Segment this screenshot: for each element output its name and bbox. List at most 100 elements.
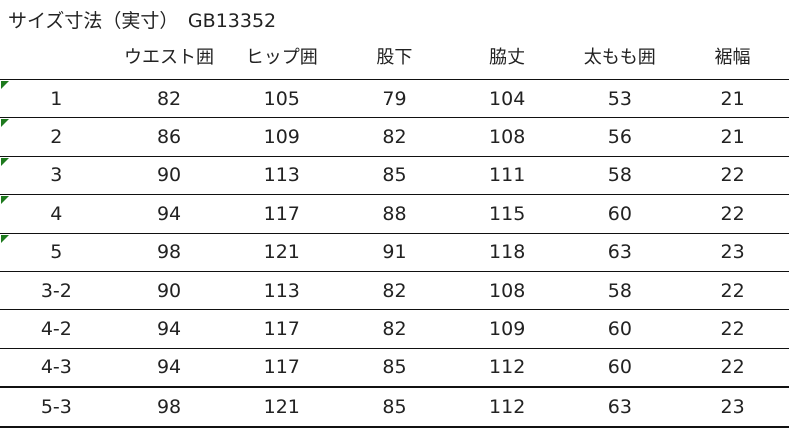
table-cell[interactable]: 94 xyxy=(112,347,226,388)
table-cell[interactable]: 86 xyxy=(112,117,226,157)
table-cell[interactable]: 21 xyxy=(676,117,789,157)
table-cell[interactable]: 85 xyxy=(338,155,451,195)
table-row: 5 98 121 91 118 63 23 xyxy=(0,232,789,272)
table-cell[interactable]: 85 xyxy=(338,386,451,428)
table-cell[interactable]: 82 xyxy=(338,117,451,157)
table-cell[interactable]: 58 xyxy=(563,270,677,310)
table-cell[interactable]: 23 xyxy=(676,232,789,272)
table-cell[interactable]: 112 xyxy=(450,386,564,428)
cell-value: 112 xyxy=(489,395,526,418)
size-table: 1 82 105 79 104 53 21 2 86 109 82 108 56 21 3 90 113 85 11… xyxy=(0,78,789,428)
table-cell[interactable]: 4-3 xyxy=(0,347,113,388)
table-cell[interactable]: 22 xyxy=(676,155,789,195)
table-cell[interactable]: 108 xyxy=(450,117,564,157)
table-cell[interactable]: 90 xyxy=(112,155,226,195)
table-cell[interactable]: 104 xyxy=(450,78,564,118)
table-cell[interactable]: 121 xyxy=(225,232,339,272)
table-cell[interactable]: 94 xyxy=(112,309,226,349)
table-cell[interactable]: 117 xyxy=(225,309,339,349)
table-cell[interactable]: 22 xyxy=(676,270,789,310)
table-cell[interactable]: 58 xyxy=(563,155,677,195)
cell-value: 108 xyxy=(489,126,526,149)
cell-value: 60 xyxy=(607,202,632,225)
cell-value: 117 xyxy=(263,202,300,225)
table-cell[interactable]: 21 xyxy=(676,78,789,118)
table-cell[interactable]: 109 xyxy=(225,117,339,157)
table-cell[interactable]: 90 xyxy=(112,270,226,310)
table-cell[interactable]: 60 xyxy=(563,347,677,388)
cell-value: 112 xyxy=(489,356,526,379)
cell-value: 56 xyxy=(607,126,632,149)
table-cell[interactable]: 5-3 xyxy=(0,386,113,428)
table-cell[interactable]: 105 xyxy=(225,78,339,118)
header-cell[interactable]: 太もも囲 xyxy=(583,47,656,68)
cell-value: 63 xyxy=(607,395,632,418)
table-cell[interactable]: 117 xyxy=(225,347,339,388)
table-cell[interactable]: 23 xyxy=(676,386,789,428)
table-cell[interactable]: 4-2 xyxy=(0,309,113,349)
header-cell[interactable]: 裾幅 xyxy=(714,47,751,68)
table-cell[interactable]: 60 xyxy=(563,194,677,234)
table-cell[interactable]: 91 xyxy=(338,232,451,272)
table-cell[interactable]: 82 xyxy=(338,270,451,310)
table-cell[interactable]: 56 xyxy=(563,117,677,157)
table-cell[interactable]: 108 xyxy=(450,270,564,310)
header-cell[interactable]: ウエスト囲 xyxy=(124,47,215,68)
header-cell[interactable]: 脇丈 xyxy=(489,47,526,68)
table-cell[interactable]: 4 xyxy=(0,194,113,234)
table-row: 2 86 109 82 108 56 21 xyxy=(0,117,789,157)
table-cell[interactable]: 117 xyxy=(225,194,339,234)
table-cell[interactable]: 22 xyxy=(676,194,789,234)
table-cell[interactable]: 121 xyxy=(225,386,339,428)
sheet-title: サイズ寸法（実寸） GB13352 xyxy=(8,10,277,32)
cell-value: 79 xyxy=(382,87,407,110)
table-cell[interactable]: 111 xyxy=(450,155,564,195)
table-cell[interactable]: 79 xyxy=(338,78,451,118)
table-cell[interactable]: 1 xyxy=(0,78,113,118)
table-cell[interactable]: 3 xyxy=(0,155,113,195)
cell-value: 3-2 xyxy=(40,279,72,302)
table-cell[interactable]: 3-2 xyxy=(0,270,113,310)
cell-value: 82 xyxy=(156,87,182,110)
header-cell[interactable] xyxy=(0,42,113,74)
table-cell[interactable]: 118 xyxy=(450,232,564,272)
table-cell[interactable]: 94 xyxy=(112,194,226,234)
table-cell[interactable]: 98 xyxy=(112,386,226,428)
cell-value: 22 xyxy=(720,202,745,225)
cell-value: 21 xyxy=(720,126,745,149)
table-cell[interactable]: 60 xyxy=(563,309,677,349)
header-cell[interactable]: 股下 xyxy=(376,47,413,68)
cell-value: 88 xyxy=(382,202,407,225)
cell-value: 104 xyxy=(489,87,526,110)
table-cell[interactable]: 22 xyxy=(676,309,789,349)
cell-value: 23 xyxy=(720,395,745,418)
cell-value: 94 xyxy=(156,356,182,379)
header-cell[interactable]: ヒップ囲 xyxy=(245,47,318,68)
table-cell[interactable]: 85 xyxy=(338,347,451,388)
table-row: 4-3 94 117 85 112 60 22 xyxy=(0,347,789,388)
cell-value: 21 xyxy=(720,87,745,110)
cell-value: 115 xyxy=(489,202,526,225)
table-cell[interactable]: 113 xyxy=(225,270,339,310)
table-cell[interactable]: 82 xyxy=(112,78,226,118)
table-cell[interactable]: 63 xyxy=(563,386,677,428)
table-cell[interactable]: 22 xyxy=(676,347,789,388)
cell-value: 85 xyxy=(382,164,407,187)
cell-value: 90 xyxy=(156,279,182,302)
table-cell[interactable]: 63 xyxy=(563,232,677,272)
table-cell[interactable]: 53 xyxy=(563,78,677,118)
error-indicator-icon xyxy=(1,119,9,128)
cell-value: 3 xyxy=(50,164,63,187)
table-cell[interactable]: 2 xyxy=(0,117,113,157)
table-cell[interactable]: 115 xyxy=(450,194,564,234)
cell-value: 94 xyxy=(156,318,182,341)
table-cell[interactable]: 113 xyxy=(225,155,339,195)
cell-value: 23 xyxy=(720,241,745,264)
table-cell[interactable]: 98 xyxy=(112,232,226,272)
table-cell[interactable]: 5 xyxy=(0,232,113,272)
table-cell[interactable]: 88 xyxy=(338,194,451,234)
table-cell[interactable]: 109 xyxy=(450,309,564,349)
table-cell[interactable]: 82 xyxy=(338,309,451,349)
table-cell[interactable]: 112 xyxy=(450,347,564,388)
cell-value: 111 xyxy=(489,164,526,187)
